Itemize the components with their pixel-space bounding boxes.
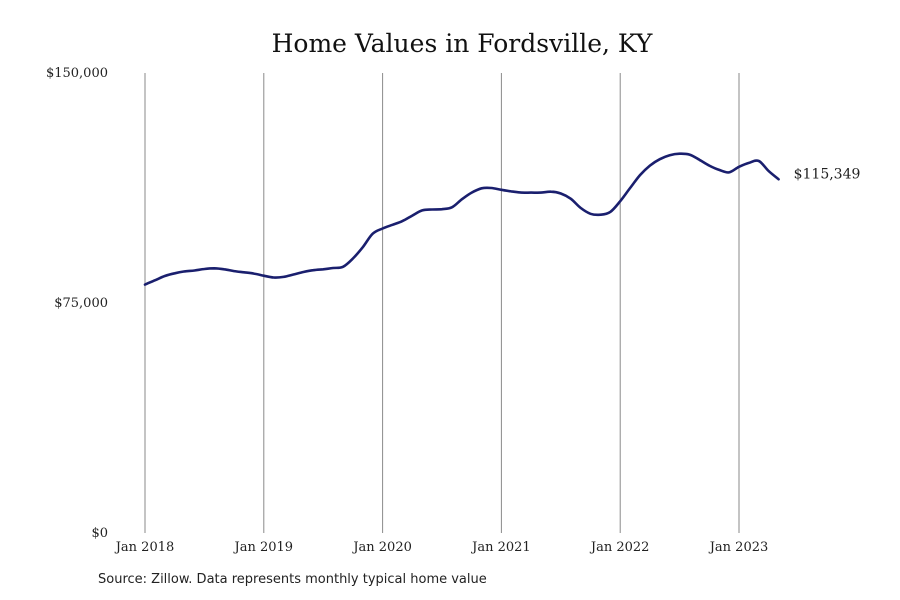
series-line-home-value — [143, 152, 780, 286]
y-tick-label: $150,000 — [46, 66, 108, 81]
x-tick-label: Jan 2021 — [470, 540, 531, 555]
x-tick-label: Jan 2020 — [351, 540, 412, 555]
end-value-label: $115,349 — [794, 166, 861, 182]
y-tick-label: $75,000 — [54, 296, 108, 311]
x-tick-label: Jan 2019 — [233, 540, 294, 555]
chart-title: Home Values in Fordsville, KY — [272, 29, 653, 58]
source-note: Source: Zillow. Data represents monthly … — [98, 572, 487, 587]
y-tick-label: $0 — [91, 526, 108, 541]
x-tick-label: Jan 2018 — [114, 540, 175, 555]
y-axis-ticks: $0 $75,000 $150,000 — [46, 66, 108, 541]
x-axis-ticks: Jan 2018 Jan 2019 Jan 2020 Jan 2021 Jan 2022… — [114, 540, 769, 555]
gridlines — [144, 73, 740, 533]
x-tick-label: Jan 2023 — [708, 540, 769, 555]
x-tick-label: Jan 2022 — [589, 540, 650, 555]
